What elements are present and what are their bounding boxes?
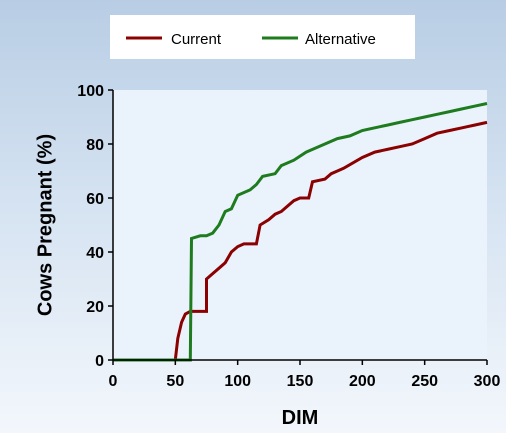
legend-label-current: Current (171, 31, 222, 48)
series-layer (113, 102, 488, 362)
x-axis-title: DIM (282, 407, 319, 429)
y-tick-label: 80 (86, 137, 104, 154)
x-tick-label: 150 (287, 373, 314, 390)
x-tick-label: 300 (474, 373, 501, 390)
series-line-alternative (113, 102, 488, 362)
series-line-current (113, 120, 488, 362)
x-tick-label: 50 (166, 373, 184, 390)
x-tick-label: 0 (109, 373, 118, 390)
x-tick-label: 250 (411, 373, 438, 390)
x-tick-label: 100 (224, 373, 251, 390)
y-tick-label: 40 (86, 245, 104, 262)
y-axis-title: Cows Pregnant (%) (34, 134, 56, 316)
y-tick-label: 0 (95, 353, 104, 370)
y-tick-label: 20 (86, 299, 104, 316)
legend-label-alternative: Alternative (305, 31, 376, 48)
legend: Current Alternative (110, 15, 415, 59)
y-tick-label: 60 (86, 191, 104, 208)
x-tick-label: 200 (349, 373, 376, 390)
axes-layer: 0 20 40 60 80 100 0 50 100 150 200 250 300 (77, 83, 500, 390)
y-tick-label: 100 (77, 83, 104, 100)
plot-background (113, 90, 487, 360)
